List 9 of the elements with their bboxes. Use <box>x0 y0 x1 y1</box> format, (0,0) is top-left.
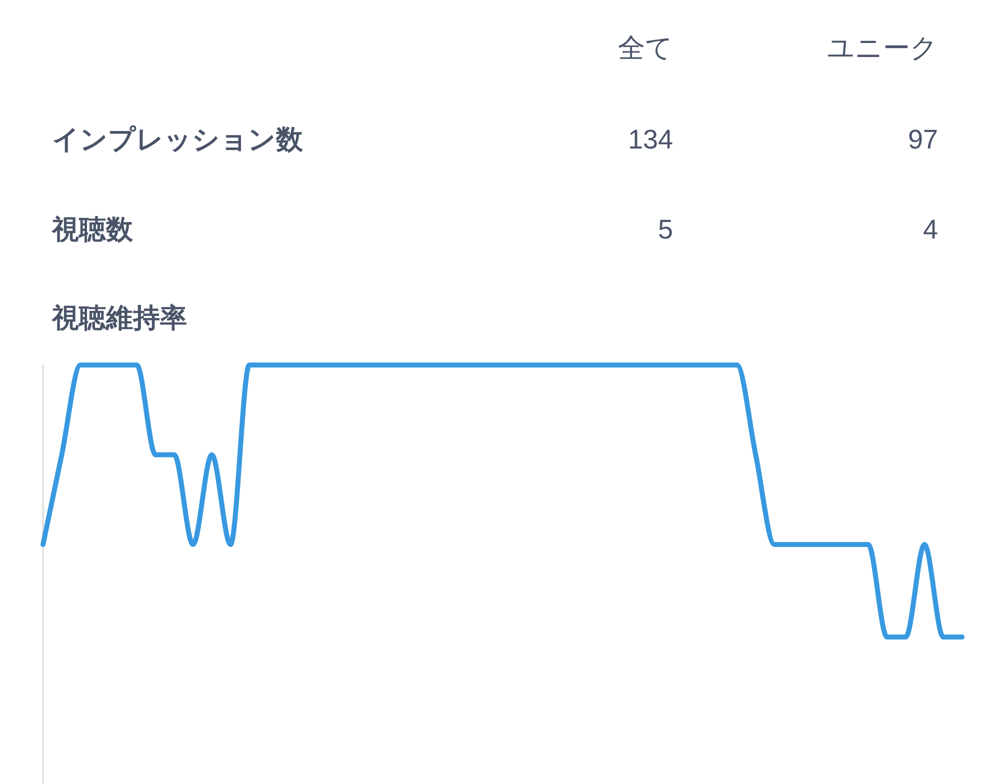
text: 全て <box>618 33 673 63</box>
category-label: 視聴数 <box>51 214 134 244</box>
data-label: 4 <box>922 214 938 244</box>
category-label: インプレッション数 <box>52 124 304 154</box>
chart-title: 視聴維持率 <box>51 303 187 333</box>
data-label: 134 <box>628 124 673 154</box>
data-label: 97 <box>908 124 938 154</box>
text: ユニーク <box>827 33 938 63</box>
data-label: 5 <box>658 214 673 244</box>
